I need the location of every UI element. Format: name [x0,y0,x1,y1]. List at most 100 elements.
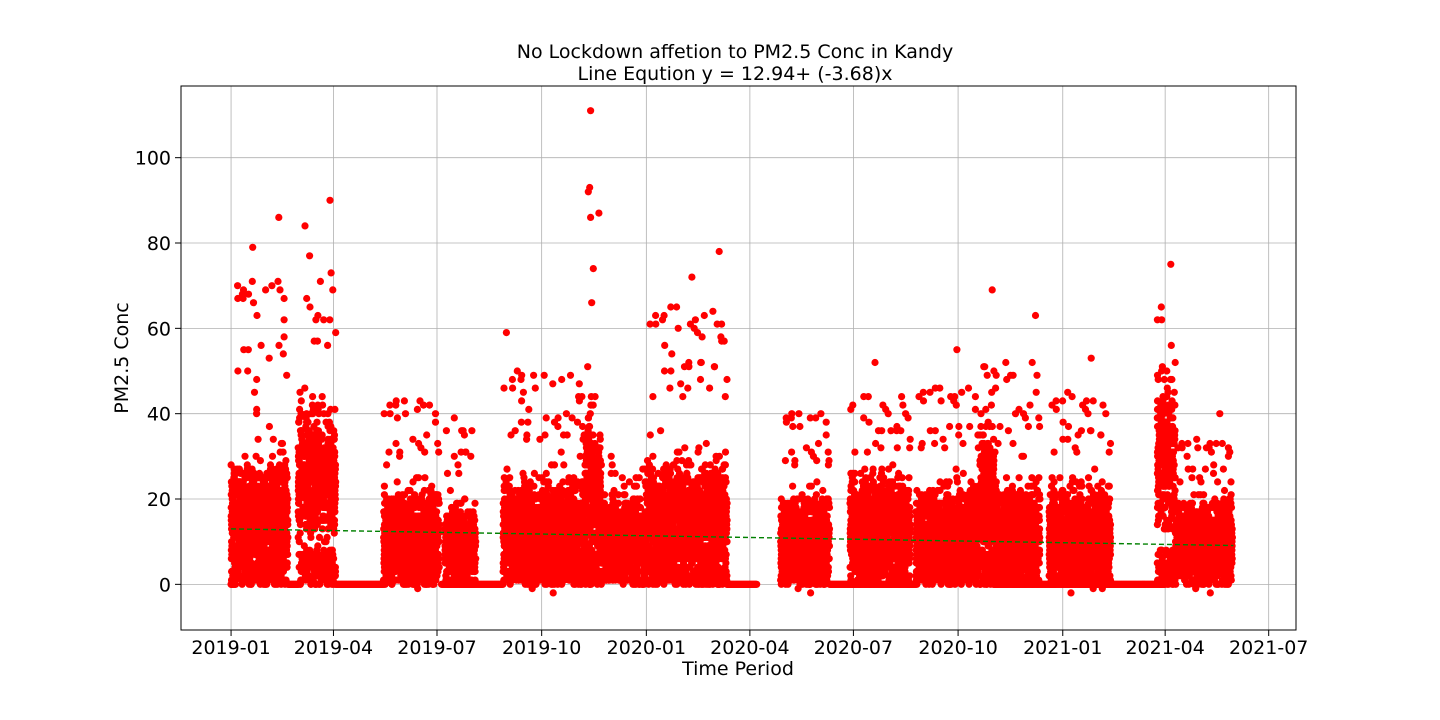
data-point [418,491,426,499]
data-point [326,316,334,324]
data-point [303,503,311,512]
data-point [253,311,261,320]
data-point [303,559,311,567]
data-point [317,576,325,584]
data-point [268,465,276,473]
data-point [419,576,427,584]
data-point [331,521,339,529]
data-point [266,521,274,529]
data-point [260,572,268,580]
data-point [315,410,323,418]
data-point [329,286,337,294]
data-point [326,448,334,456]
data-point [443,469,452,477]
data-point [244,367,252,375]
data-point [450,452,458,460]
data-point [318,431,326,439]
data-point [413,405,421,413]
data-point [330,435,338,443]
data-point [313,337,322,345]
data-point [401,410,410,418]
data-point [277,465,285,473]
data-point [324,341,332,349]
data-point [446,486,454,495]
data-point [422,521,430,529]
data-point [431,418,440,426]
data-point [442,555,450,563]
data-point [332,329,340,337]
data-point [423,431,431,439]
data-point [380,533,388,542]
data-point [250,388,259,396]
data-point [387,516,395,524]
data-point [318,393,326,401]
data-point [383,495,391,503]
data-point [268,282,276,290]
data-point [518,397,526,405]
data-point [434,567,442,576]
data-point [244,346,252,354]
data-point [314,482,322,490]
data-point [418,550,426,559]
data-point [390,538,399,546]
data-point [284,533,292,542]
data-point [459,427,467,435]
data-point [500,384,508,392]
data-point [265,491,274,499]
data-point [257,341,265,349]
data-point [228,495,236,503]
data-point [428,512,436,520]
data-point [279,350,287,358]
data-point [238,576,246,584]
data-point [249,299,258,307]
data-point [559,431,568,439]
data-point [256,474,264,482]
data-point [309,393,317,401]
data-point [381,550,389,559]
data-point [415,474,423,482]
data-point [306,521,314,529]
data-point [246,486,254,495]
data-point [276,448,284,456]
data-point [313,465,321,473]
data-point [442,576,450,584]
data-point [231,512,239,520]
data-point [283,563,291,571]
data-point [423,567,431,576]
data-point [306,252,314,260]
data-point [406,499,414,507]
data-point [462,550,470,559]
data-point [244,465,252,473]
data-point [443,525,452,533]
data-point [468,427,476,435]
data-point [411,559,419,567]
chart-subtitle: Line Eqution y = 12.94+ (-3.68)x [577,63,892,85]
data-point [540,371,548,379]
data-point [282,457,290,465]
data-point [296,388,304,396]
data-point [243,529,251,537]
data-point [262,286,270,294]
data-point [280,316,288,324]
data-point [442,538,451,546]
data-point [442,427,450,435]
data-point [307,435,315,443]
data-point [500,474,508,482]
data-point [557,448,565,456]
data-point [272,474,280,482]
data-point [228,538,236,546]
data-point [456,525,464,533]
data-point [242,495,250,503]
data-point [309,550,317,559]
data-point [454,461,462,469]
data-point [525,405,533,413]
data-point [471,567,479,576]
data-point [409,512,417,520]
data-point [383,461,391,469]
data-point [250,538,259,546]
data-point [328,546,336,554]
data-point [386,563,394,571]
data-point [400,397,408,405]
data-point [409,435,417,443]
data-point [411,533,419,542]
